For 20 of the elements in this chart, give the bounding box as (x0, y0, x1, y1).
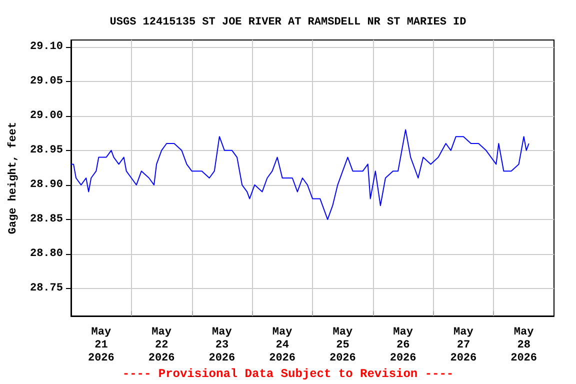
y-axis-title: Gage height, feet (6, 122, 20, 234)
x-tick-label: May 21 2026 (88, 326, 114, 364)
y-tick-label: 29.00 (30, 110, 63, 122)
x-tick-label: May 28 2026 (510, 326, 538, 364)
chart-title: USGS 12415135 ST JOE RIVER AT RAMSDELL NR ST MARIES ID (110, 16, 467, 28)
y-tick-label: 29.10 (30, 40, 63, 53)
x-tick-label: May 27 2026 (450, 326, 477, 364)
x-tick-label: May 24 2026 (269, 326, 296, 364)
x-tick-label: May 22 2026 (148, 326, 175, 364)
y-tick-label: 28.90 (30, 178, 63, 191)
y-tick-label: 29.05 (30, 75, 64, 88)
x-tick-label: May 26 2026 (390, 326, 416, 364)
x-tick-label: May 23 2026 (208, 326, 236, 364)
line-series (70, 129, 530, 220)
y-tick-label: 28.75 (30, 282, 64, 294)
text: ---- Provisional Data Subject to Revision ---- (122, 367, 454, 381)
y-tick-label: 28.85 (30, 213, 64, 226)
y-tick-label: 28.95 (30, 144, 64, 156)
x-tick-label: May 25 2026 (329, 326, 356, 364)
y-tick-label: 28.80 (30, 248, 63, 260)
